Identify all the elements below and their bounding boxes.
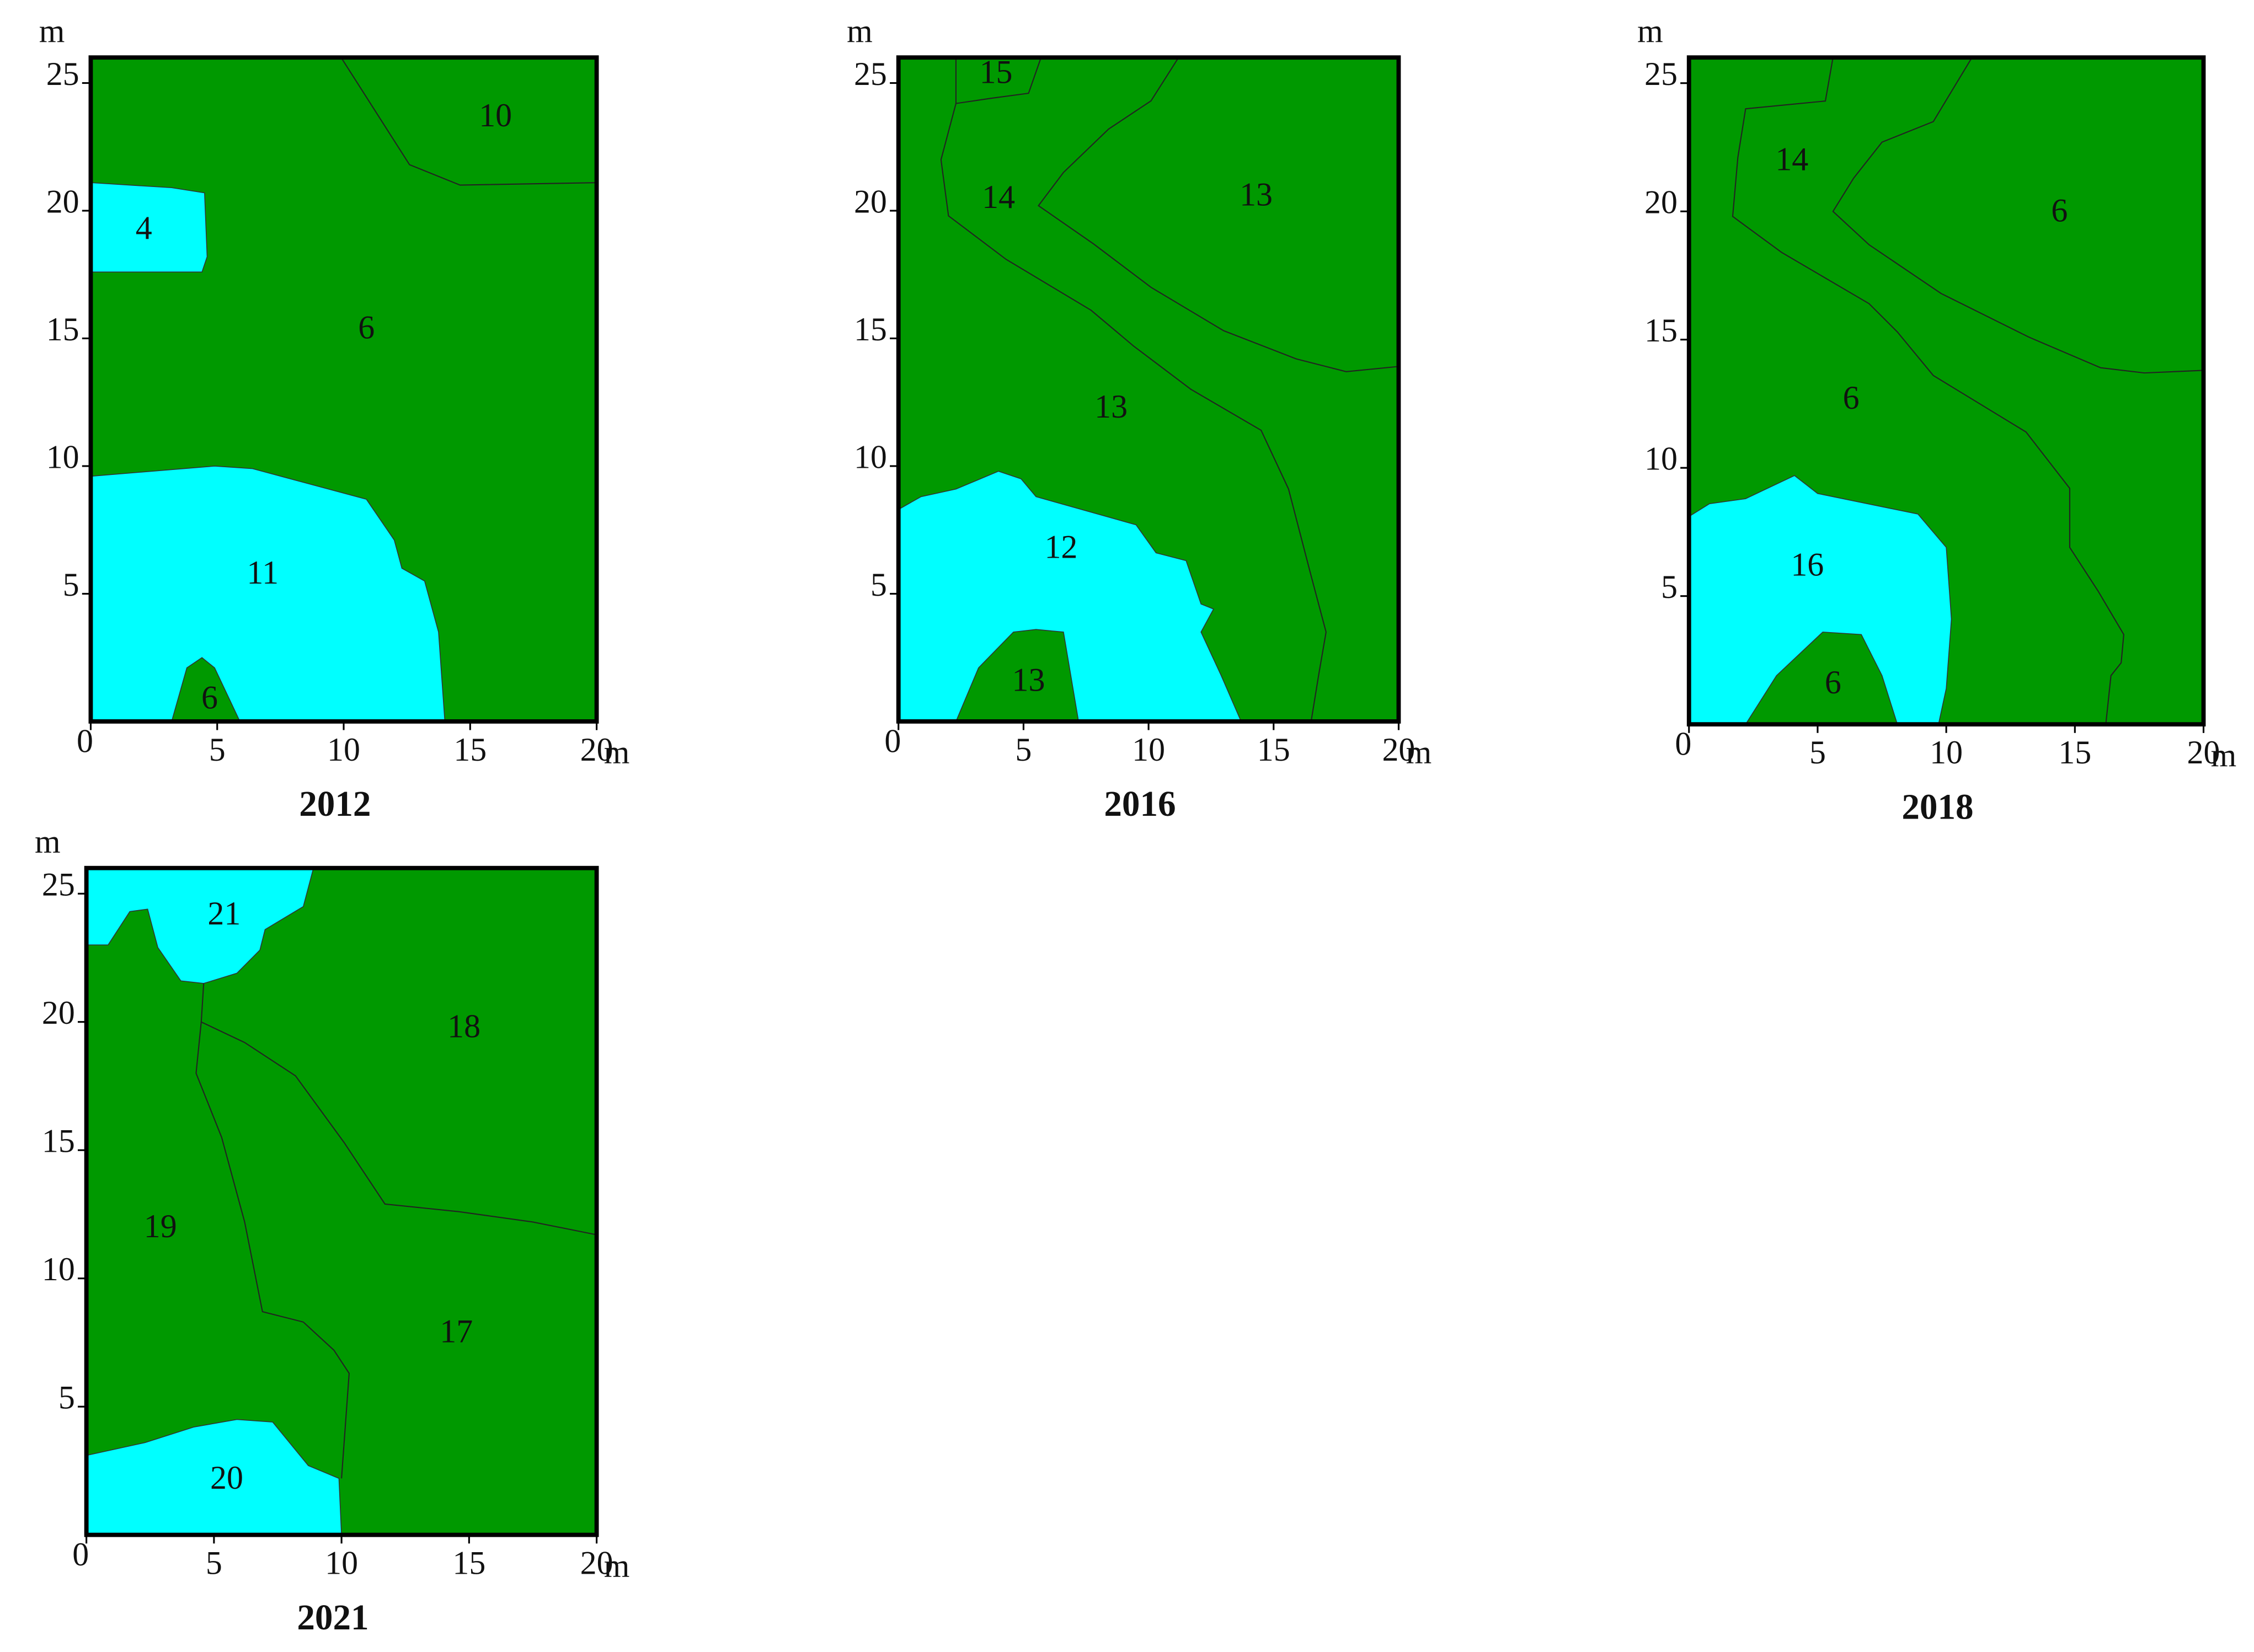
x-tick-label: 20 [580,1545,613,1581]
x-tick-label: 10 [327,731,360,768]
patch-label: 20 [210,1459,243,1496]
patch-label: 19 [144,1208,177,1244]
panel-title: 2018 [1902,787,1973,827]
patch-label: 4 [136,210,152,246]
patch-label: 21 [207,895,241,932]
boundary-line [1732,57,2124,725]
x-tick-label: 15 [452,1545,485,1581]
y-tick-label: 10 [46,439,79,475]
x-tick-label: 5 [206,1545,222,1581]
x-tick-label: 5 [1015,731,1032,768]
boundary-line [195,983,350,1479]
y-tick-label: 25 [46,56,79,92]
patch-label: 13 [1240,177,1273,213]
y-tick-label: 5 [1661,569,1678,605]
boundary-line [201,1021,597,1236]
y-tick-label: 25 [854,56,887,92]
y-tick-label: 15 [1644,312,1678,349]
panel-title: 2012 [299,784,371,824]
y-tick-label: 20 [42,995,75,1031]
patch-label: 6 [1825,664,1841,701]
y-tick-label: 20 [46,183,79,220]
patch-label: 13 [1094,388,1128,425]
patch [86,867,314,984]
x-tick-label: 0 [1675,726,1691,762]
patch-label: 6 [358,309,375,345]
patch-label: 18 [447,1008,480,1044]
x-tick-label: 20 [580,731,613,768]
x-tick-label: 0 [72,1536,89,1573]
y-tick-label: 15 [46,311,79,347]
y-tick-label: 5 [58,1379,75,1415]
y-tick-label: 5 [63,566,79,603]
patch-label: 14 [982,179,1015,215]
y-tick-label: 10 [854,439,887,475]
y-tick-label: 25 [1644,56,1678,92]
x-tick-label: 15 [1257,731,1290,768]
plot-background [86,868,597,1535]
y-tick-label: 15 [854,311,887,347]
x-tick-label: 5 [209,731,226,768]
y-tick-label: 20 [1644,184,1678,221]
y-tick-label: 5 [870,566,887,603]
y-tick-label: 15 [42,1123,75,1159]
x-tick-label: 5 [1809,734,1826,771]
y-axis-label: m [35,824,61,860]
x-tick-label: 10 [1930,734,1963,771]
patch-label: 6 [1843,379,1860,416]
boundary-line [1038,57,1399,372]
y-axis-label: m [39,13,65,49]
panel-title: 2021 [297,1598,368,1638]
y-axis-label: m [1637,13,1663,49]
y-axis-label: m [847,13,873,49]
patch-label: 16 [1791,546,1824,582]
x-tick-label: 15 [2058,734,2091,771]
x-axis-label: m [604,1548,630,1584]
patch-label: 17 [440,1313,473,1350]
patch [86,1419,342,1536]
x-tick-label: 20 [1382,731,1415,768]
patch-label: 11 [247,554,279,591]
patch [898,471,1242,722]
x-tick-label: 20 [2187,734,2220,771]
patch-label: 12 [1044,529,1077,565]
x-axis-label: m [604,734,630,771]
boundary-line [340,57,597,186]
y-tick-label: 25 [42,867,75,903]
x-tick-label: 0 [884,723,901,759]
y-tick-label: 20 [854,183,887,220]
x-tick-label: 0 [77,723,93,759]
y-tick-label: 10 [1644,441,1678,477]
x-axis-label: m [2211,737,2237,773]
x-axis-label: m [1406,734,1432,771]
patch-label: 6 [2051,193,2068,229]
x-tick-label: 15 [453,731,487,768]
boundary-line [955,57,1042,104]
patch-label: 15 [980,54,1013,90]
boundary-line [1832,57,2204,374]
patch-label: 14 [1775,141,1808,178]
patch-label: 6 [201,680,218,716]
x-tick-label: 10 [325,1545,358,1581]
x-tick-label: 10 [1132,731,1165,768]
patch-label: 10 [479,97,512,133]
patch-label: 13 [1012,661,1045,698]
y-tick-label: 10 [42,1251,75,1287]
panel-title: 2016 [1104,784,1176,824]
boundary-line [940,103,1327,722]
